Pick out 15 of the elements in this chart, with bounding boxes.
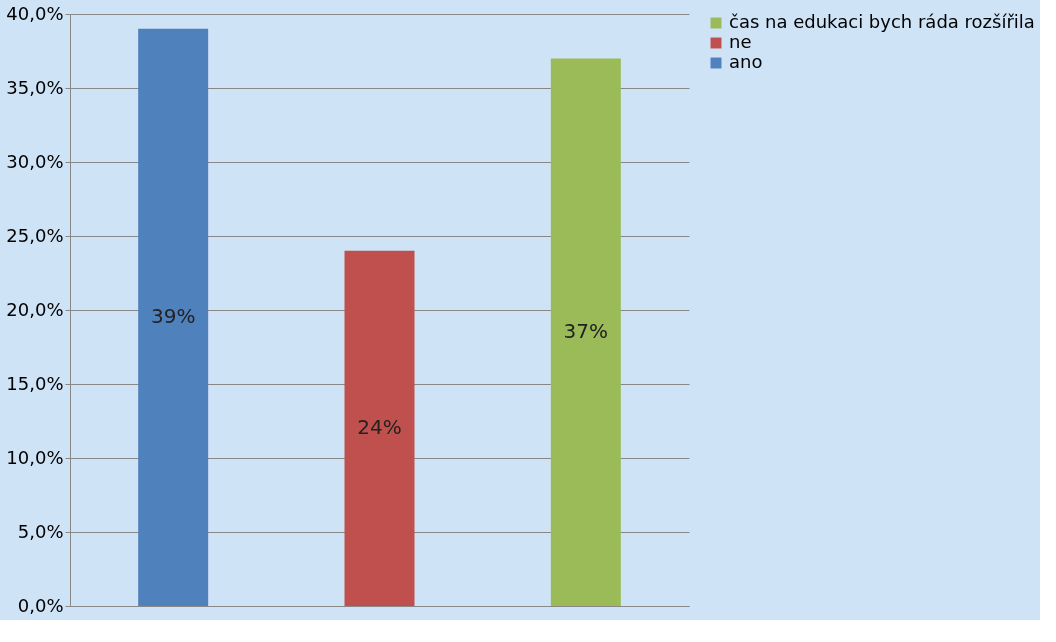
legend-label: ano: [729, 51, 763, 72]
y-tick-label: 0,0%: [17, 594, 64, 616]
legend-label: čas na edukaci bych ráda rozšířila: [729, 11, 1035, 32]
y-tick-label: 35,0%: [6, 76, 64, 98]
data-label: 39%: [150, 304, 196, 329]
y-tick-label: 15,0%: [6, 372, 64, 394]
y-tick-label: 25,0%: [6, 224, 64, 246]
y-tick-label: 5,0%: [17, 520, 64, 542]
data-label: 24%: [357, 415, 402, 440]
y-tick-label: 10,0%: [6, 446, 64, 468]
legend-label: ne: [729, 31, 752, 52]
y-tick-label: 30,0%: [6, 150, 64, 172]
data-label: 37%: [563, 319, 609, 344]
y-tick-label: 40,0%: [6, 2, 64, 24]
y-tick-label: 20,0%: [6, 298, 64, 320]
